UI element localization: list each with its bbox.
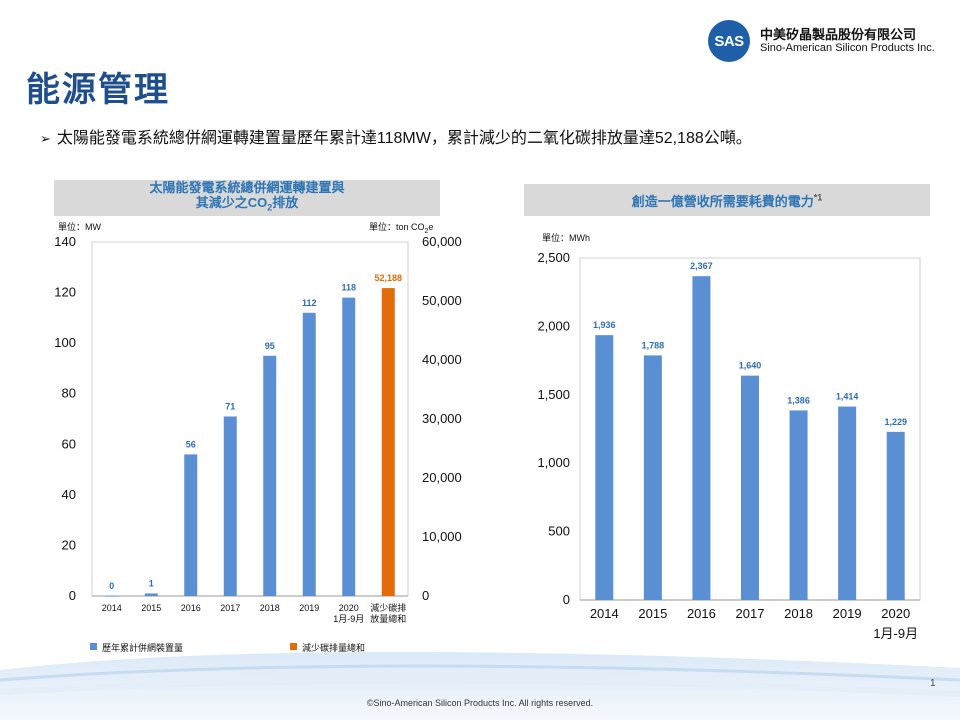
left-chart-y-tick: 140	[54, 234, 76, 249]
left-chart-y-tick: 20	[62, 537, 76, 552]
legend-swatch-installed	[90, 643, 97, 650]
left-chart-y-tick: 0	[69, 588, 76, 603]
left-chart-x-tick: 減少碳排	[370, 602, 406, 613]
installed-capacity-bar	[263, 355, 277, 596]
right-chart-title: 創造一億營收所需要耗費的電力*1	[524, 184, 930, 216]
installed-capacity-label: 56	[186, 439, 196, 449]
electricity-bar	[838, 406, 857, 600]
left-chart-x-tick: 2014	[102, 603, 122, 613]
left-chart-plot-frame	[91, 241, 409, 597]
installed-capacity-bar	[184, 454, 198, 596]
summary-text: 太陽能發電系統總併網運轉建置量歷年累計達118MW，累計減少的二氧化碳排放量達5…	[56, 130, 752, 147]
right-chart-x-tick: 2019	[833, 606, 862, 621]
left-chart-x-tick: 2017	[220, 603, 240, 613]
page-title: 能源管理	[26, 71, 170, 109]
left-chart-right-unit: 單位：ton CO2e	[369, 222, 434, 235]
right-chart-y-tick: 1,000	[537, 455, 570, 470]
legend-label-carbon: 減少碳排量總和	[302, 642, 365, 653]
left-chart-y2-tick: 0	[422, 588, 429, 603]
right-chart-y-tick: 500	[548, 524, 570, 539]
installed-capacity-bar	[223, 416, 237, 596]
left-chart-y2-tick: 20,000	[422, 470, 462, 485]
installed-capacity-bar	[342, 297, 356, 596]
installed-capacity-bar	[105, 596, 119, 597]
electricity-bar	[692, 276, 711, 600]
left-chart-title-line2: 其減少之CO2排放	[195, 195, 299, 213]
installed-capacity-bar	[144, 593, 158, 596]
electricity-bar	[741, 375, 759, 600]
electricity-label: 1,788	[642, 340, 665, 350]
right-chart-y-tick: 2,500	[537, 250, 570, 265]
left-chart-y2-tick: 10,000	[422, 529, 462, 544]
left-chart-x-tick: 2016	[181, 603, 201, 613]
left-chart-y2-tick: 30,000	[422, 411, 462, 426]
right-chart-x-tick: 2016	[687, 606, 716, 621]
company-logo: SAS	[708, 20, 750, 62]
left-chart-x-tick: 2015	[141, 603, 161, 613]
electricity-label: 1,414	[836, 392, 859, 402]
left-chart-left-unit: 單位：MW	[58, 222, 101, 232]
right-chart-y-tick: 1,500	[537, 387, 570, 402]
left-chart-y-tick: 100	[54, 335, 76, 350]
left-chart-x-subtick: 1月-9月	[333, 614, 364, 624]
electricity-label: 1,229	[884, 417, 907, 427]
right-chart-y-tick: 2,000	[537, 318, 570, 333]
installed-capacity-label: 118	[341, 283, 356, 293]
left-chart-x-tick: 2019	[299, 603, 319, 613]
right-chart-x-tick: 2018	[784, 606, 813, 621]
carbon-reduction-bar	[381, 288, 395, 596]
electricity-bar	[886, 431, 905, 600]
left-chart-title: 太陽能發電系統總併網運轉建置與 其減少之CO2排放	[54, 180, 440, 216]
installed-capacity-label: 95	[265, 341, 275, 351]
electricity-bar	[643, 355, 662, 600]
right-chart-title-text: 創造一億營收所需要耗費的電力	[631, 193, 814, 209]
carbon-reduction-label: 52,188	[374, 273, 402, 283]
installed-capacity-label: 0	[109, 581, 114, 591]
right-chart-unit: 單位：MWh	[542, 233, 590, 243]
legend-swatch-carbon	[290, 643, 297, 650]
left-chart-x-tick: 2018	[260, 603, 280, 613]
right-chart-title-note: *1	[813, 192, 823, 203]
left-chart-y-tick: 60	[62, 436, 76, 451]
electricity-label: 1,386	[787, 395, 810, 405]
footer-swoosh-decoration	[0, 651, 960, 720]
left-chart-y-tick: 120	[54, 285, 76, 300]
installed-capacity-label: 71	[225, 401, 235, 411]
company-name-zh: 中美矽晶製品股份有限公司	[760, 27, 917, 42]
left-chart-title-line1: 太陽能發電系統總併網運轉建置與	[149, 180, 345, 196]
left-chart-y-tick: 40	[62, 487, 76, 502]
electricity-label: 1,640	[739, 361, 762, 371]
page-number: 1	[930, 678, 936, 689]
company-name-en: Sino-American Silicon Products Inc.	[760, 42, 935, 54]
installed-capacity-bar	[302, 312, 316, 596]
left-chart-y-tick: 80	[62, 386, 76, 401]
left-chart-y2-tick: 60,000	[422, 234, 462, 249]
summary-bullet: ➢ 太陽能發電系統總併網運轉建置量歷年累計達118MW，累計減少的二氧化碳排放量達…	[40, 124, 752, 148]
installed-capacity-label: 112	[302, 298, 317, 308]
right-chart-x-tick: 2014	[590, 606, 619, 621]
left-chart-y2-tick: 50,000	[422, 293, 462, 308]
electricity-bar	[595, 335, 614, 600]
installed-capacity-label: 1	[149, 578, 154, 588]
copyright-notice: ©Sino-American Silicon Products Inc. All…	[366, 698, 594, 708]
left-chart-x-tick: 2020	[339, 603, 359, 613]
right-chart-x-tick: 2017	[736, 606, 765, 621]
right-chart-x-tick: 2020	[881, 606, 910, 621]
legend-label-installed: 歷年累計併網裝置量	[102, 642, 183, 653]
bullet-arrow-icon: ➢	[40, 131, 51, 146]
right-chart-x-subtick: 1月-9月	[873, 626, 918, 641]
right-chart-y-tick: 0	[563, 592, 570, 607]
electricity-label: 2,367	[690, 261, 713, 271]
electricity-bar	[789, 410, 808, 600]
right-chart-x-tick: 2015	[638, 606, 667, 621]
left-chart-y2-tick: 40,000	[422, 352, 462, 367]
left-chart-x-subtick: 放量總和	[370, 613, 406, 624]
electricity-label: 1,936	[593, 320, 616, 330]
